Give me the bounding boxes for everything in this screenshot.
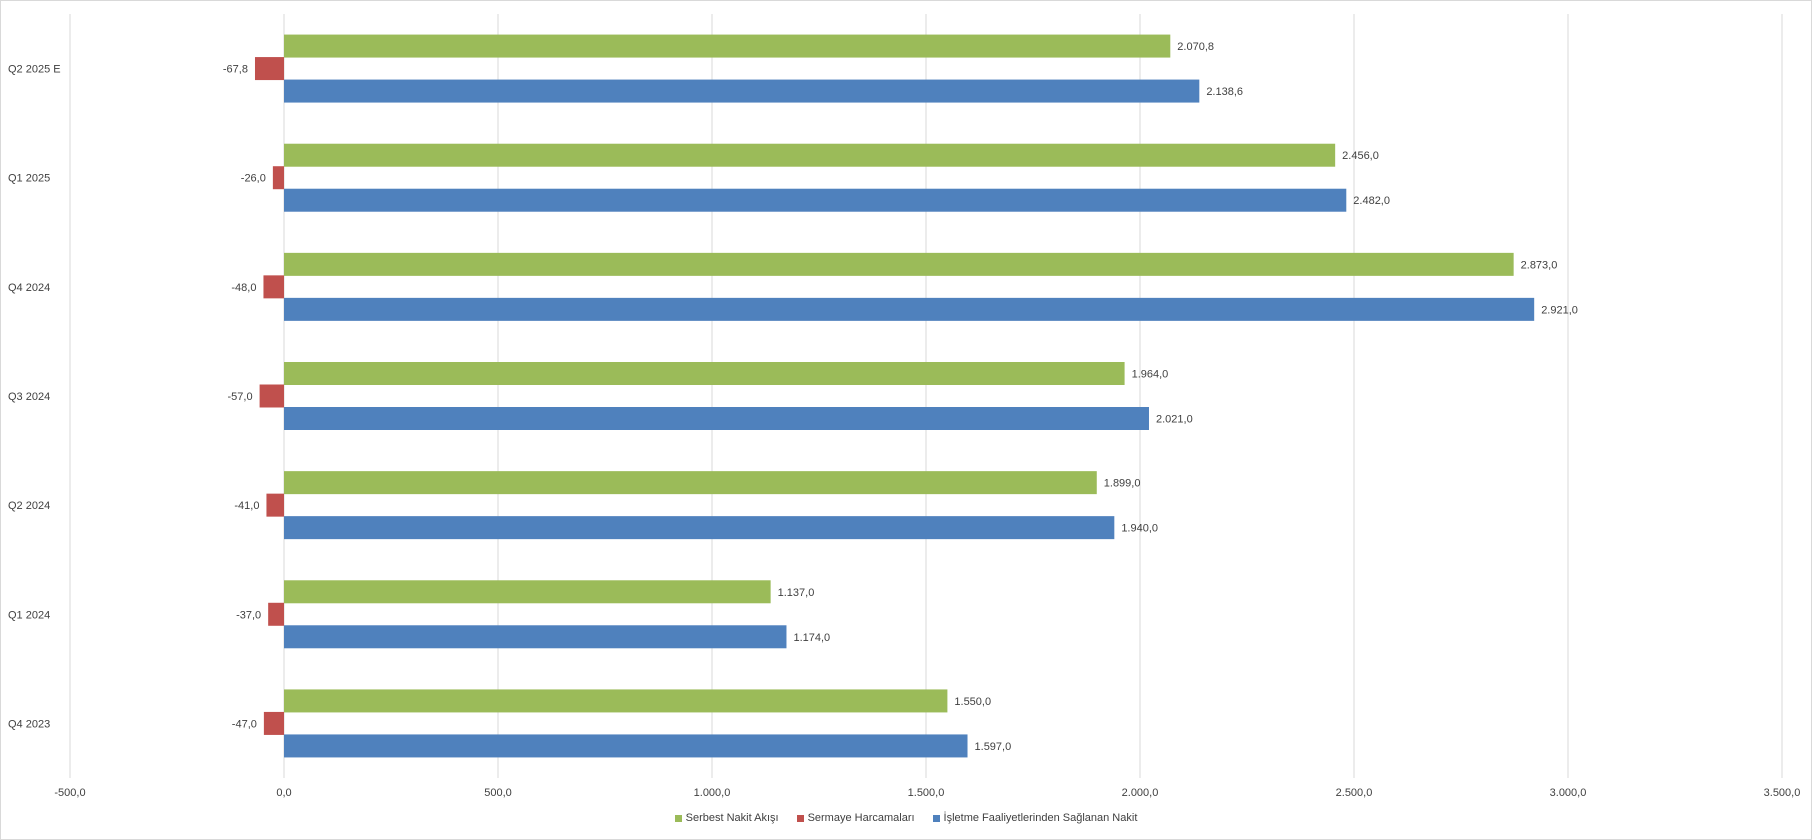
data-label: 1.597,0	[975, 741, 1012, 753]
bar	[284, 625, 787, 649]
data-label: 2.873,0	[1521, 259, 1558, 271]
bar	[266, 493, 284, 517]
legend-swatch	[932, 814, 940, 822]
legend-label: İşletme Faaliyetlerinden Sağlanan Nakit	[943, 812, 1138, 824]
bar	[284, 143, 1336, 167]
bar	[284, 580, 771, 604]
bar	[254, 57, 284, 81]
data-label: -57,0	[228, 391, 253, 403]
x-tick-label: -500,0	[54, 787, 85, 799]
data-label: 1.940,0	[1121, 523, 1158, 535]
x-tick-label: 1.500,0	[908, 787, 945, 799]
legend-swatch	[796, 814, 804, 822]
x-tick-label: 3.500,0	[1764, 787, 1801, 799]
category-label: Q4 2024	[8, 282, 50, 294]
legend-label: Serbest Nakit Akışı	[685, 812, 779, 824]
data-label: 1.550,0	[954, 696, 991, 708]
bar	[284, 407, 1149, 430]
bar	[263, 711, 284, 735]
data-label: 2.021,0	[1156, 414, 1193, 426]
data-label: 1.174,0	[793, 632, 830, 644]
data-label: 2.070,8	[1177, 41, 1214, 53]
bar	[284, 471, 1097, 495]
data-label: -47,0	[232, 718, 257, 730]
data-label: 2.921,0	[1541, 304, 1578, 316]
x-tick-label: 3.000,0	[1550, 787, 1587, 799]
data-label: -26,0	[241, 173, 266, 185]
data-label: 1.899,0	[1104, 478, 1141, 490]
legend-swatch	[674, 814, 682, 822]
category-label: Q2 2024	[8, 500, 50, 512]
legend-item: İşletme Faaliyetlerinden Sağlanan Nakit	[932, 812, 1138, 824]
bar	[284, 689, 948, 713]
data-label: -48,0	[231, 282, 256, 294]
legend: Serbest Nakit Akışı Sermaye Harcamaları İş…	[0, 812, 1812, 824]
bar	[284, 362, 1125, 385]
category-label: Q4 2023	[8, 718, 50, 730]
category-label: Q2 2025 E	[8, 64, 61, 76]
data-label: 2.138,6	[1206, 86, 1243, 98]
data-label: 2.456,0	[1342, 150, 1379, 162]
x-tick-label: 1.000,0	[694, 787, 731, 799]
x-tick-label: 2.000,0	[1122, 787, 1159, 799]
data-label: 1.137,0	[778, 587, 815, 599]
legend-item: Sermaye Harcamaları	[796, 812, 915, 824]
bar	[268, 602, 284, 626]
bar	[284, 79, 1200, 103]
data-label: -41,0	[234, 500, 259, 512]
data-label: 1.964,0	[1132, 369, 1169, 381]
bar	[284, 734, 968, 758]
legend-label: Sermaye Harcamaları	[807, 812, 915, 824]
bar	[263, 275, 284, 299]
category-label: Q3 2024	[8, 391, 50, 403]
bar	[284, 188, 1347, 212]
x-tick-label: 2.500,0	[1336, 787, 1373, 799]
data-label: -37,0	[236, 609, 261, 621]
bar	[272, 166, 284, 190]
bar	[259, 384, 284, 408]
x-tick-label: 500,0	[484, 787, 512, 799]
legend-item: Serbest Nakit Akışı	[674, 812, 779, 824]
category-label: Q1 2025	[8, 173, 50, 185]
bar	[284, 516, 1115, 540]
data-label: -67,8	[223, 64, 248, 76]
data-label: 2.482,0	[1353, 195, 1390, 207]
bar	[284, 34, 1171, 58]
bar	[284, 252, 1514, 276]
x-tick-label: 0,0	[276, 787, 291, 799]
bar	[284, 297, 1535, 321]
category-label: Q1 2024	[8, 609, 50, 621]
